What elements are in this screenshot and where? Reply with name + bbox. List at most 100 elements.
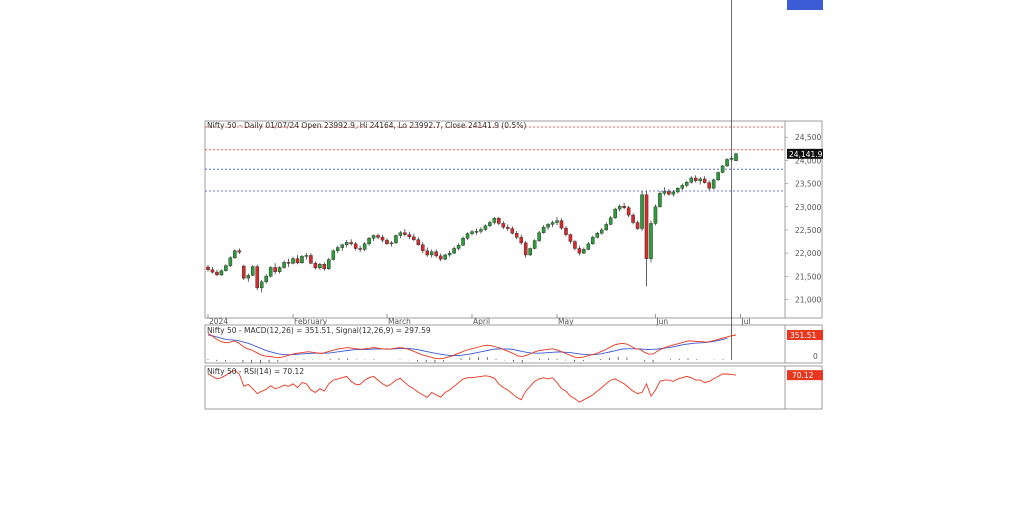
candle-103 (662, 187, 667, 196)
candle-body (488, 222, 492, 226)
candle-82 (568, 233, 573, 244)
candle-59 (465, 232, 470, 241)
candle-body (461, 238, 465, 246)
candle-9 (242, 264, 246, 280)
candle-81 (564, 226, 568, 237)
candle-61 (474, 228, 479, 235)
candle-body (421, 244, 425, 251)
candle-114 (711, 178, 716, 190)
candle-16 (273, 263, 277, 274)
candle-71 (519, 234, 523, 245)
candle-64 (488, 220, 492, 228)
x-tick-label-4: April (473, 317, 490, 326)
candle-89 (599, 228, 604, 235)
candle-body (331, 250, 336, 260)
panel-frame-1 (204, 120, 823, 319)
y-tick-label-1: 21,000 (795, 295, 821, 304)
candle-13 (259, 279, 264, 293)
candle-body (385, 239, 389, 245)
candle-body (434, 251, 438, 257)
candle-10 (246, 273, 251, 282)
y-tick-label-2: 21,500 (795, 272, 821, 281)
candle-24 (309, 253, 313, 265)
candle-75 (537, 230, 541, 242)
candle-97 (635, 220, 640, 230)
candle-body (246, 275, 251, 279)
candle-body (358, 248, 362, 250)
candle-body (224, 265, 228, 271)
candle-93 (617, 204, 622, 212)
candle-107 (680, 183, 685, 191)
candle-body (237, 250, 242, 253)
macd-title: Nifty 50 - MACD(12,26) = 351.51, Signal(… (207, 326, 431, 335)
candle-119 (734, 152, 738, 161)
candle-body (304, 255, 309, 257)
macd-y-tick-label-1: 0 (813, 352, 818, 361)
x-tick-label-7: Jul (740, 317, 750, 326)
candle-20 (291, 256, 295, 265)
candle-36 (362, 241, 367, 252)
candle-21 (295, 254, 300, 265)
last-price-tag (787, 148, 823, 159)
candle-8 (237, 248, 242, 255)
candle-18 (282, 260, 286, 269)
candle-104 (667, 189, 671, 196)
candle-body (559, 220, 564, 229)
candle-body (407, 234, 412, 238)
candle-100 (649, 220, 653, 263)
candle-44 (398, 230, 403, 239)
candle-body (577, 248, 582, 254)
candle-body (398, 232, 403, 236)
candle-body (376, 235, 380, 238)
candle-37 (367, 236, 371, 246)
candle-body (403, 232, 407, 235)
candle-body (693, 177, 698, 181)
candle-body (702, 178, 707, 183)
candle-body (510, 228, 515, 234)
candle-body (644, 194, 649, 259)
candle-117 (725, 158, 729, 167)
candle-69 (510, 226, 515, 235)
candle-body (340, 244, 345, 248)
rsi-panel: 70.12 (207, 369, 823, 403)
signal-value-label: 297.585 (790, 0, 821, 2)
candle-35 (358, 245, 362, 253)
candle-48 (416, 237, 421, 246)
candle-17 (277, 266, 282, 274)
candle-body (255, 266, 259, 289)
candle-body (412, 236, 416, 240)
candle-body (492, 218, 497, 223)
candle-body (662, 191, 667, 194)
candle-78 (550, 220, 555, 228)
candle-body (206, 266, 210, 270)
candle-body (479, 229, 483, 232)
candle-43 (394, 234, 398, 244)
candle-body (689, 177, 694, 183)
candle-42 (389, 241, 394, 247)
candle-body (564, 227, 568, 235)
candle-body (532, 240, 537, 249)
candle-87 (591, 235, 595, 245)
candle-40 (380, 235, 385, 243)
candle-54 (443, 253, 447, 261)
candle-body (447, 252, 452, 256)
candle-63 (483, 224, 488, 231)
candle-27 (322, 262, 327, 271)
candle-102 (658, 190, 662, 208)
panel-frame-2 (204, 324, 823, 364)
candle-body (215, 271, 219, 276)
candle-body (367, 238, 371, 245)
candle-body (470, 231, 474, 234)
candle-28 (327, 257, 331, 270)
candle-body (676, 188, 680, 193)
candle-4 (219, 269, 224, 276)
candle-body (465, 233, 470, 239)
candle-body (568, 234, 573, 242)
candle-body (541, 226, 546, 233)
rsi-value-label: 70.12 (792, 371, 814, 380)
candle-1 (206, 265, 210, 272)
candle-body (599, 229, 604, 234)
macd-value-label: 351.51 (790, 331, 816, 340)
candle-body (555, 220, 559, 223)
candle-90 (604, 222, 609, 231)
